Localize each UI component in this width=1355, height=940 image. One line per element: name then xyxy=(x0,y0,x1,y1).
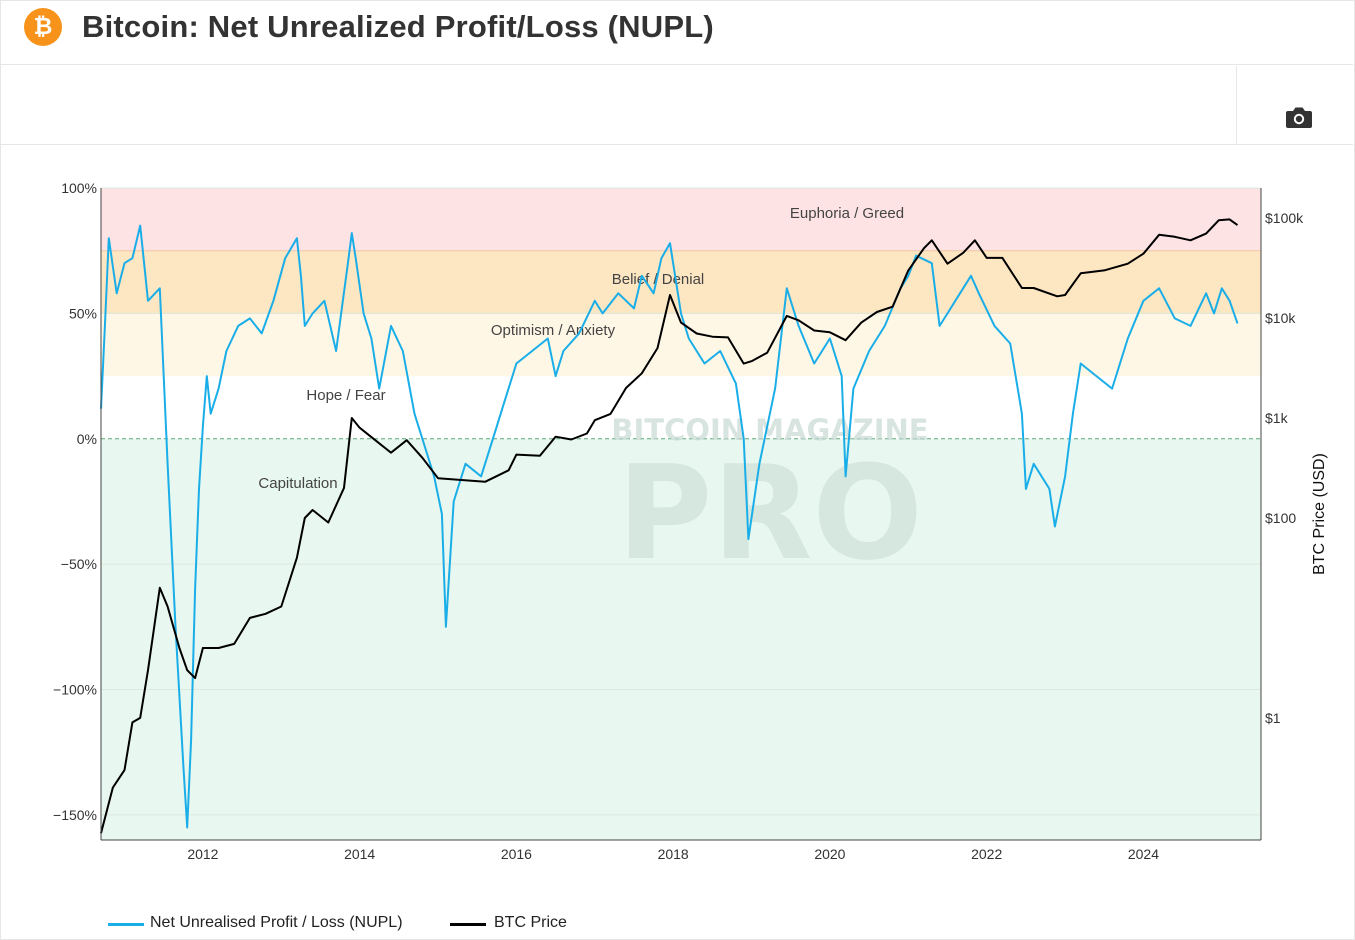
watermark-line-1: BITCOIN MAGAZINE xyxy=(611,413,928,447)
legend-label-nupl: Net Unrealised Profit / Loss (NUPL) xyxy=(150,914,403,931)
watermark-line-2: PRO xyxy=(617,437,923,589)
y-right-axis-title: BTC Price (USD) xyxy=(1311,453,1328,575)
y-left-tick-label: −50% xyxy=(61,556,97,572)
zone-label-1: Belief / Denial xyxy=(612,271,705,288)
y-left-tick-label: 100% xyxy=(61,180,97,196)
x-tick-label: 2024 xyxy=(1128,846,1159,862)
zone-band-0 xyxy=(101,188,1261,251)
toolbar-divider xyxy=(1236,66,1237,144)
y-right-tick-label: $10k xyxy=(1265,310,1296,326)
legend-swatch-btc-price xyxy=(450,923,486,926)
camera-icon[interactable] xyxy=(1285,104,1313,130)
y-right-tick-label: $100 xyxy=(1265,510,1296,526)
x-tick-label: 2018 xyxy=(658,846,689,862)
series-line-nupl xyxy=(100,224,1239,829)
zone-label-0: Euphoria / Greed xyxy=(790,205,904,222)
y-right-tick-label: $1k xyxy=(1265,410,1289,426)
x-tick-label: 2012 xyxy=(187,846,218,862)
zone-label-3: Hope / Fear xyxy=(306,387,385,404)
header: ₿ Bitcoin: Net Unrealized Profit/Loss (N… xyxy=(0,0,1353,65)
y-left-tick-label: 0% xyxy=(77,431,97,447)
y-right-tick-label: $100k xyxy=(1265,210,1304,226)
x-tick-label: 2016 xyxy=(501,846,532,862)
bitcoin-logo-icon: ₿ xyxy=(24,8,62,46)
legend-label-btc-price: BTC Price xyxy=(494,914,567,931)
zone-band-2 xyxy=(101,313,1261,377)
zone-label-4: Capitulation xyxy=(258,475,337,492)
y-left-tick-label: 50% xyxy=(69,305,97,321)
x-tick-label: 2022 xyxy=(971,846,1002,862)
zone-band-1 xyxy=(101,250,1261,314)
y-left-tick-label: −150% xyxy=(53,807,97,823)
y-left-tick-label: −100% xyxy=(53,682,97,698)
zone-band-4 xyxy=(101,438,1261,840)
toolbar xyxy=(0,66,1353,145)
series-line-btc-price xyxy=(100,218,1239,834)
legend-swatch-nupl xyxy=(108,923,144,926)
bitcoin-logo-symbol: ₿ xyxy=(33,14,53,40)
zone-band-3 xyxy=(101,376,1261,439)
page-title: Bitcoin: Net Unrealized Profit/Loss (NUP… xyxy=(82,9,714,44)
x-tick-label: 2014 xyxy=(344,846,375,862)
y-right-tick-label: $1 xyxy=(1265,710,1281,726)
zone-label-2: Optimism / Anxiety xyxy=(491,322,616,339)
x-tick-label: 2020 xyxy=(814,846,845,862)
